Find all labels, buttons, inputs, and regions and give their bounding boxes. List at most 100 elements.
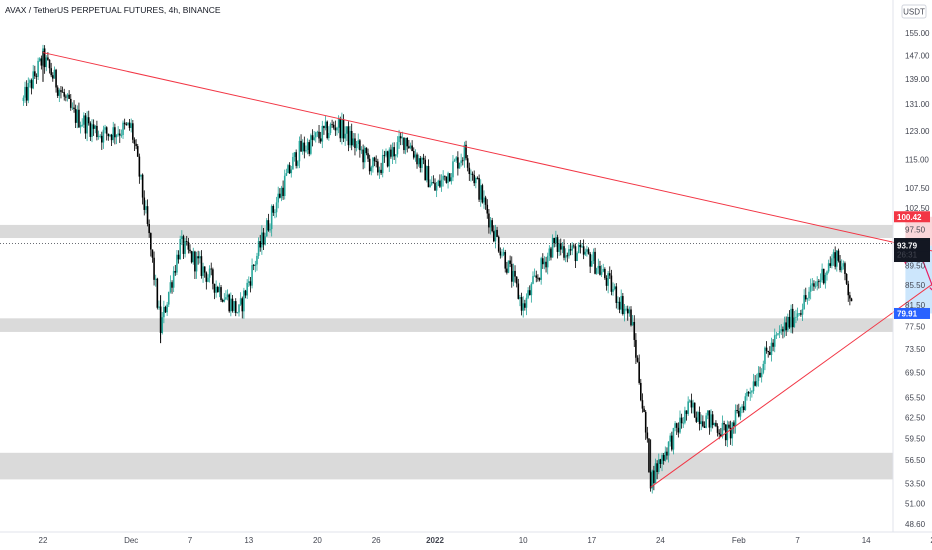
candle-body <box>522 303 524 311</box>
candle-body <box>408 146 410 149</box>
candle-body <box>118 133 121 136</box>
candle-body <box>679 417 681 433</box>
candle-body <box>346 126 348 134</box>
candle-body <box>671 435 673 450</box>
candle-body <box>274 212 276 214</box>
candle-body <box>200 256 203 276</box>
candle-body <box>53 69 56 79</box>
candle-body <box>690 400 693 408</box>
candle-body <box>380 169 382 174</box>
candle-body <box>73 107 75 109</box>
candle-body <box>445 176 448 183</box>
candle-body <box>172 271 175 288</box>
candle-body <box>238 304 240 313</box>
candle-body <box>723 422 725 425</box>
candle-body <box>569 249 572 251</box>
candle-body <box>657 459 660 472</box>
candle-body <box>354 138 356 149</box>
candle-body <box>538 277 541 280</box>
candle-body <box>328 132 330 139</box>
candle-body <box>803 295 805 310</box>
candle-body <box>757 372 760 381</box>
candle-body <box>316 131 319 133</box>
candle-body <box>716 426 719 433</box>
candle-body <box>314 132 317 138</box>
price-tick-label: 53.50 <box>905 479 926 488</box>
candle-body <box>798 313 801 315</box>
time-tick-label: 10 <box>519 536 528 545</box>
candle-body <box>231 298 234 311</box>
candle-body <box>773 335 776 347</box>
candle-body <box>393 147 395 157</box>
candle-body <box>60 90 62 92</box>
candle-body <box>43 48 46 68</box>
candle-body <box>424 159 426 181</box>
candle-body <box>176 254 178 273</box>
candle-body <box>638 361 640 383</box>
candle-body <box>661 455 663 465</box>
candle-body <box>819 280 822 282</box>
candle-body <box>458 162 461 169</box>
candle-body <box>837 250 840 261</box>
candle-body <box>493 231 495 242</box>
candle-body <box>586 249 588 252</box>
candle-body <box>527 290 529 298</box>
candle-body <box>610 275 613 292</box>
candle-body <box>568 249 570 257</box>
candle-body <box>234 301 237 313</box>
candle-body <box>559 243 562 250</box>
candle-body <box>777 333 779 335</box>
candle-body <box>96 125 98 138</box>
candle-body <box>76 109 79 123</box>
candle-body <box>185 241 188 242</box>
candle-body <box>150 233 152 250</box>
upper-target-tag-label: 100.42 <box>897 213 922 222</box>
candle-body <box>829 263 832 266</box>
candle-body <box>478 178 480 200</box>
candle-body <box>595 268 598 274</box>
time-axis[interactable]: 22 Dec 7 13 20 26 2022 10 17 24 Feb 7 14 21 <box>39 536 932 545</box>
candle-body <box>470 173 472 175</box>
candle-body <box>831 258 833 266</box>
candle-body <box>744 396 747 411</box>
candle-body <box>74 108 77 123</box>
candle-body <box>213 283 216 293</box>
candle-body <box>169 282 172 293</box>
candle-body <box>543 261 546 265</box>
candle-body <box>850 298 853 302</box>
candle-body <box>573 245 575 247</box>
price-axis[interactable]: 155.00 147.00 139.00 131.00 123.00 115.00 107.… <box>905 29 930 529</box>
candle-body <box>359 140 361 151</box>
candle-body <box>644 411 647 433</box>
candle-body <box>287 165 289 174</box>
candle-body <box>241 298 244 312</box>
candle-body <box>71 107 74 109</box>
candle-body <box>754 381 756 386</box>
candle-body <box>486 204 489 214</box>
candle-body <box>703 426 706 428</box>
candle-body <box>190 251 193 263</box>
candle-body <box>741 406 743 408</box>
candle-body <box>769 352 771 355</box>
candle-body <box>600 271 603 275</box>
candle-body <box>27 83 30 101</box>
price-tick-label: 48.60 <box>905 520 926 529</box>
candle-body <box>84 115 87 134</box>
candle-body <box>444 175 446 177</box>
candle-body <box>117 133 119 135</box>
candle-body <box>674 423 676 428</box>
currency-button[interactable]: USDT <box>901 4 927 19</box>
price-tick-label: 69.50 <box>905 369 926 378</box>
candle-body <box>89 123 92 137</box>
candle-body <box>481 185 484 203</box>
candle-body <box>339 119 342 139</box>
candle-body <box>207 277 209 282</box>
candle-body <box>576 253 578 262</box>
candle-body <box>542 258 544 265</box>
candle-body <box>123 122 126 125</box>
candle-body <box>324 121 327 129</box>
candle-body <box>599 265 601 275</box>
candle-body <box>321 125 324 142</box>
candle-body <box>434 182 436 191</box>
